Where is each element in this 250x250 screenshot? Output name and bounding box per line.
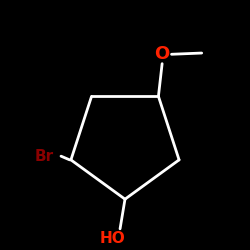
Text: HO: HO — [100, 231, 126, 246]
Text: O: O — [154, 45, 170, 63]
Text: Br: Br — [34, 149, 54, 164]
